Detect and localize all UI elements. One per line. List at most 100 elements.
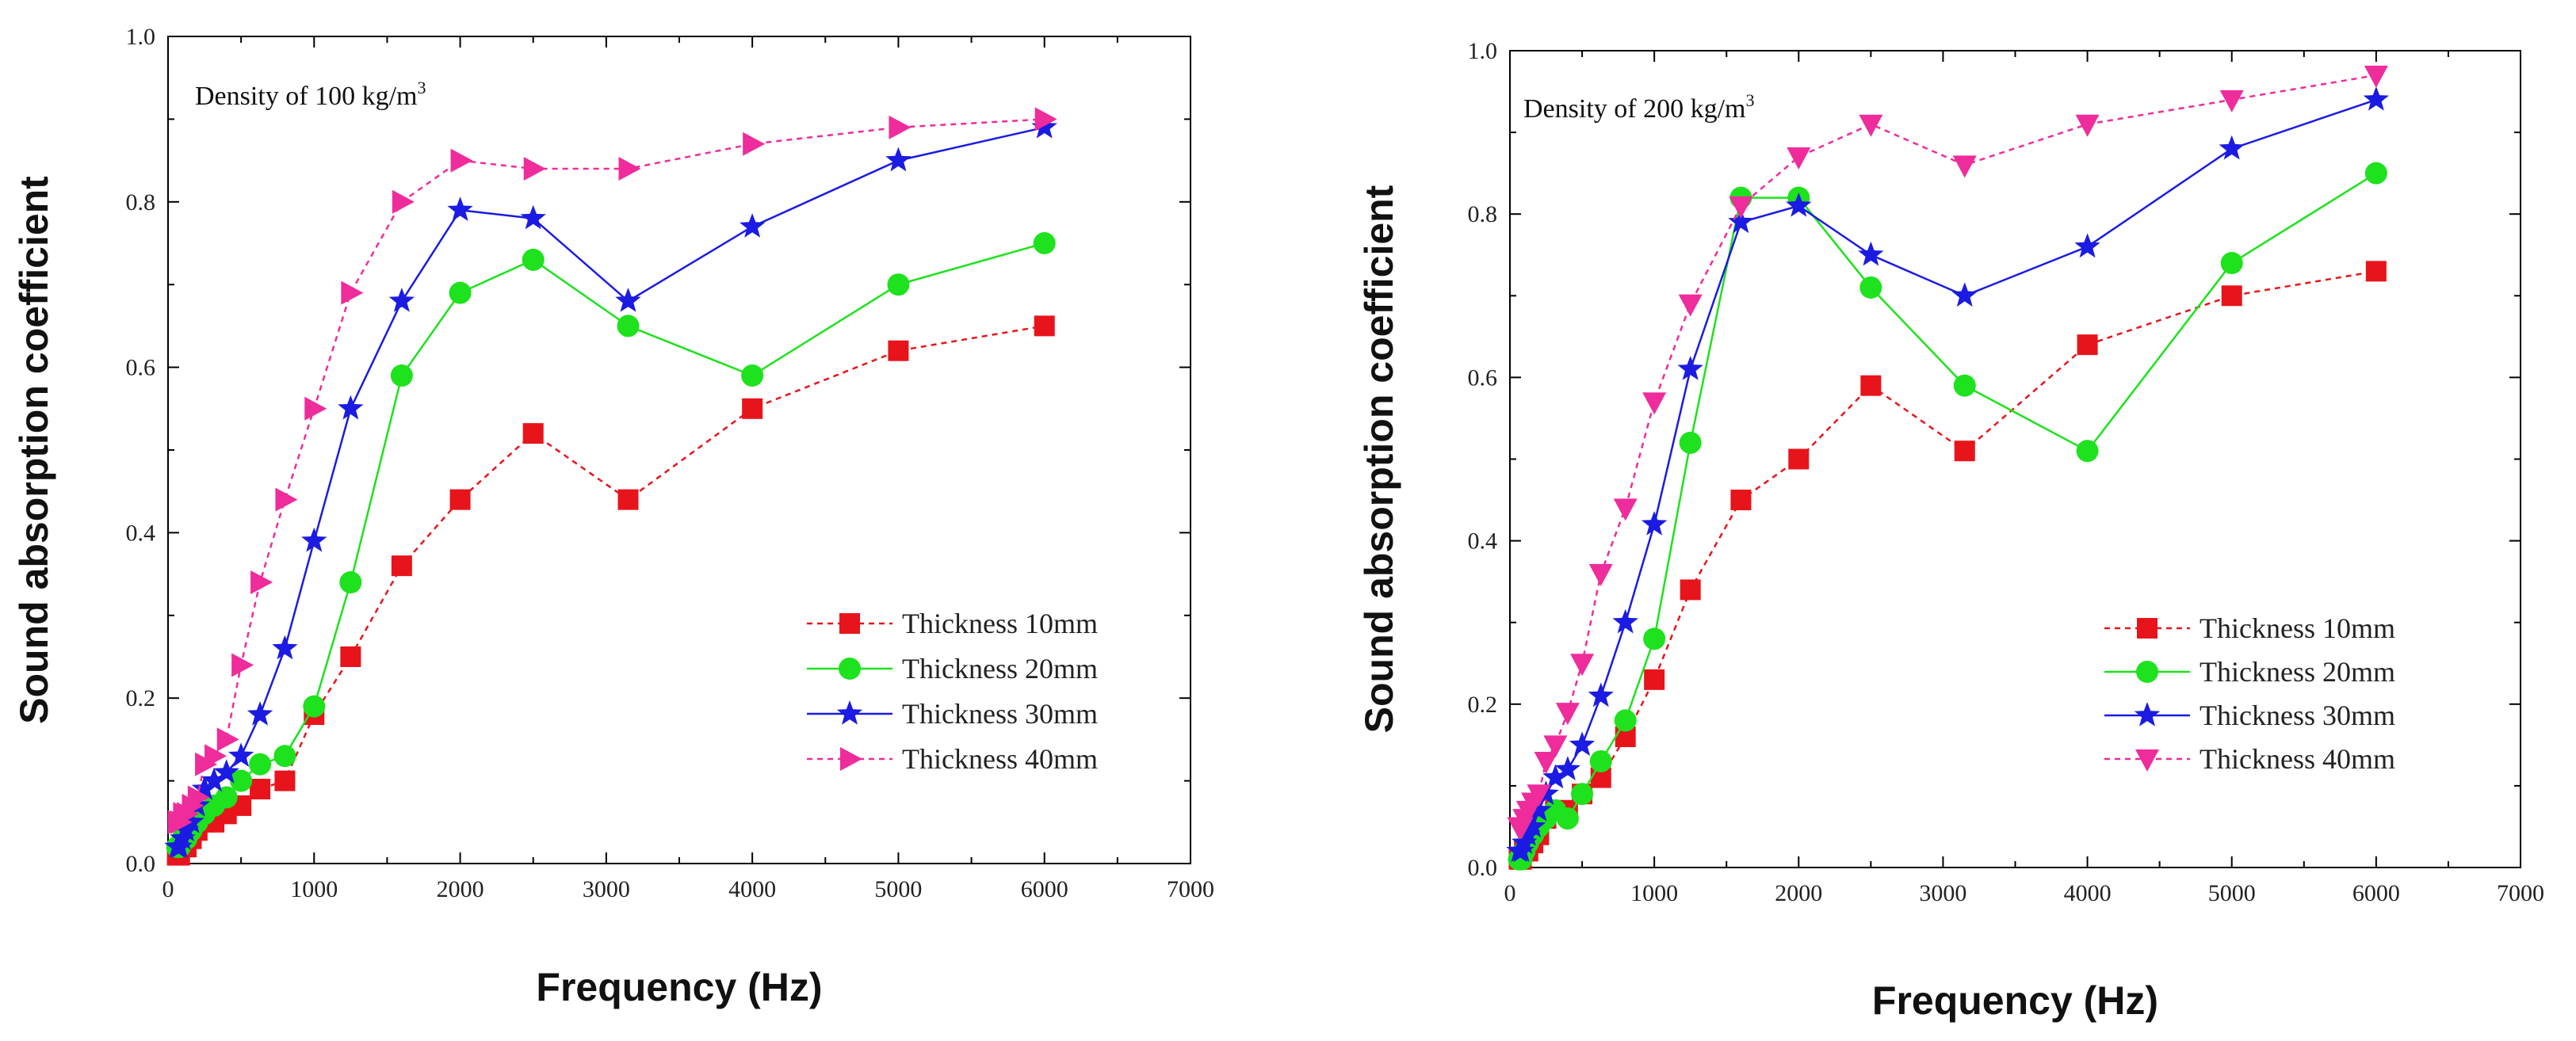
data-point: [1729, 196, 1753, 219]
x-tick-label: 2000: [437, 876, 484, 902]
data-point: [449, 281, 472, 304]
data-point: [273, 745, 296, 768]
legend: Thickness 10mm Thickness 20mm Thickness 30…: [2104, 612, 2395, 775]
data-point: [1527, 784, 1551, 807]
legend-marker: [2137, 618, 2157, 639]
data-point: [2221, 285, 2242, 307]
data-point: [1033, 232, 1056, 254]
series-thickness-10mm: [1508, 261, 2387, 870]
annotation-text: Density of 200 kg/m: [1523, 94, 1745, 124]
data-point: [340, 646, 361, 667]
y-tick-label: 0.8: [126, 189, 156, 215]
data-point: [215, 786, 238, 809]
density-annotation: Density of 200 kg/m3: [1523, 90, 1754, 124]
series-thickness-40mm: [167, 107, 1057, 834]
x-axis-title: Frequency (Hz): [1872, 978, 2158, 1023]
data-point: [1554, 756, 1580, 780]
legend-marker: [839, 613, 860, 634]
data-point: [1556, 807, 1579, 830]
data-point: [250, 779, 271, 800]
data-point: [2077, 334, 2098, 356]
data-point: [247, 701, 273, 726]
legend-label: Thickness 20mm: [2200, 656, 2395, 688]
legend-marker: [2134, 702, 2161, 726]
data-point: [1614, 709, 1637, 732]
data-point: [743, 132, 766, 156]
data-point: [274, 770, 296, 791]
x-tick-label: 3000: [583, 876, 630, 902]
x-tick-label: 6000: [2352, 880, 2400, 906]
data-point: [1543, 735, 1568, 758]
data-point: [339, 571, 362, 594]
data-point: [1677, 356, 1703, 380]
data-point: [1644, 669, 1665, 690]
data-point: [1858, 241, 1884, 266]
y-tick-label: 0.0: [126, 851, 156, 877]
legend-marker: [836, 700, 863, 725]
data-point: [303, 695, 326, 718]
data-point: [742, 398, 763, 419]
y-axis-title: Sound absorption coefficient: [1357, 185, 1401, 733]
data-point: [1534, 751, 1558, 774]
data-point: [447, 196, 473, 221]
data-point: [1555, 703, 1580, 726]
legend-label: Thickness 10mm: [902, 608, 1098, 639]
data-point: [1589, 749, 1612, 772]
data-point: [301, 527, 327, 552]
legend-label: Thickness 20mm: [902, 653, 1098, 684]
y-tick-label: 0.0: [1468, 855, 1498, 881]
data-point: [1787, 147, 1811, 170]
chart-panel-2: 0.0 0.2 0.4 0.6 0.8 1.0 0 1000 2000 3000 4000 5000 6…: [1357, 38, 2544, 1023]
y-axis-title: Sound absorption coefficient: [12, 176, 56, 724]
data-point: [341, 280, 364, 305]
data-point: [2365, 261, 2387, 282]
data-point: [1034, 107, 1057, 132]
data-point: [889, 115, 912, 139]
legend-label: Thickness 30mm: [2200, 700, 2395, 731]
data-point: [1034, 315, 1055, 337]
y-tick-label: 0.6: [126, 355, 156, 381]
x-tick-label: 3000: [1919, 880, 1966, 906]
data-point: [888, 340, 909, 361]
data-point: [1588, 682, 1614, 707]
data-point: [1788, 448, 1810, 470]
data-point: [1679, 431, 1702, 454]
data-point: [1642, 511, 1668, 536]
data-point: [275, 487, 298, 512]
annotation-superscript: 3: [1745, 90, 1754, 110]
data-point: [1728, 208, 1754, 234]
legend-label: Thickness 40mm: [902, 743, 1098, 775]
x-tick-label: 7000: [2497, 880, 2544, 906]
data-point: [615, 288, 641, 312]
data-point: [1588, 563, 1613, 586]
legend: Thickness 10mm Thickness 20mm Thickness 30…: [807, 608, 1098, 775]
data-point: [450, 148, 473, 173]
legend-marker: [2135, 749, 2159, 772]
legend-label: Thickness 30mm: [902, 698, 1098, 730]
data-point: [1786, 192, 1812, 217]
x-tick-label: 0: [1504, 880, 1516, 906]
data-point: [1859, 114, 1883, 137]
x-tick-label: 4000: [728, 876, 776, 902]
data-point: [1730, 490, 1752, 511]
series-thickness-30mm: [164, 113, 1057, 858]
data-point: [178, 808, 204, 833]
data-point: [885, 147, 912, 172]
annotation-text: Density of 100 kg/m: [195, 82, 417, 111]
data-point: [390, 364, 413, 387]
data-point: [1613, 498, 1638, 521]
data-point: [2219, 135, 2245, 160]
y-tick-label: 0.2: [126, 685, 156, 711]
x-tick-label: 4000: [2064, 880, 2112, 906]
data-point: [1859, 276, 1882, 299]
x-tick-label: 7000: [1167, 876, 1214, 902]
x-tick-label: 6000: [1021, 876, 1068, 902]
data-point: [2075, 114, 2100, 137]
data-point: [201, 767, 227, 792]
data-point: [2220, 252, 2243, 275]
data-point: [2363, 86, 2389, 111]
data-point: [1569, 731, 1596, 757]
data-point: [520, 204, 546, 230]
data-point: [231, 653, 254, 677]
